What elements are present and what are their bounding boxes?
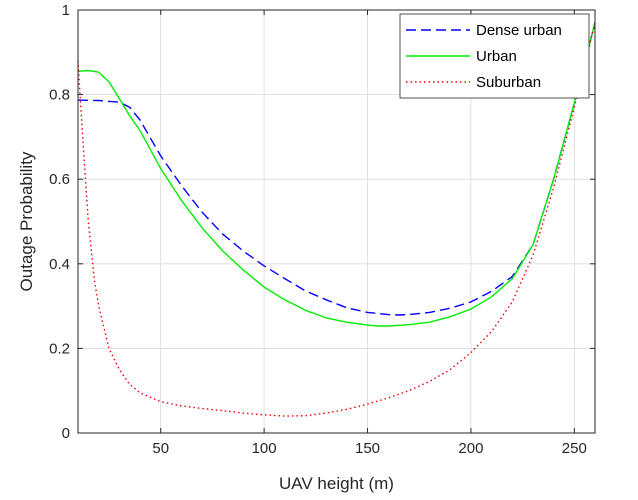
x-axis-label: UAV height (m) [279, 474, 394, 493]
legend-label: Suburban [476, 74, 541, 91]
x-tick-label: 50 [152, 440, 169, 457]
legend-label: Dense urban [476, 22, 562, 39]
y-tick-label: 1 [62, 2, 70, 19]
y-tick-label: 0.6 [49, 171, 70, 188]
y-tick-label: 0.2 [49, 340, 70, 357]
series-line-urban [77, 22, 596, 327]
legend: Dense urban Urban Suburban [399, 13, 590, 99]
y-tick-label: 0.8 [49, 87, 70, 104]
x-tick-label: 250 [562, 440, 587, 457]
y-tick-label: 0.4 [49, 256, 70, 273]
x-tick-label: 150 [355, 440, 380, 457]
plot-frame [77, 9, 596, 434]
x-tick-label: 100 [252, 440, 277, 457]
x-tick-label: 200 [458, 440, 483, 457]
series-layer [77, 22, 596, 417]
legend-label: Urban [476, 48, 517, 65]
tick-layer: 50 100 150 200 250 0 0.2 0.4 0.6 0.8 1 [49, 2, 595, 457]
series-line-dense-urban [77, 22, 596, 316]
y-tick-label: 0 [62, 425, 70, 442]
y-axis-label: Outage Probability [17, 151, 36, 291]
